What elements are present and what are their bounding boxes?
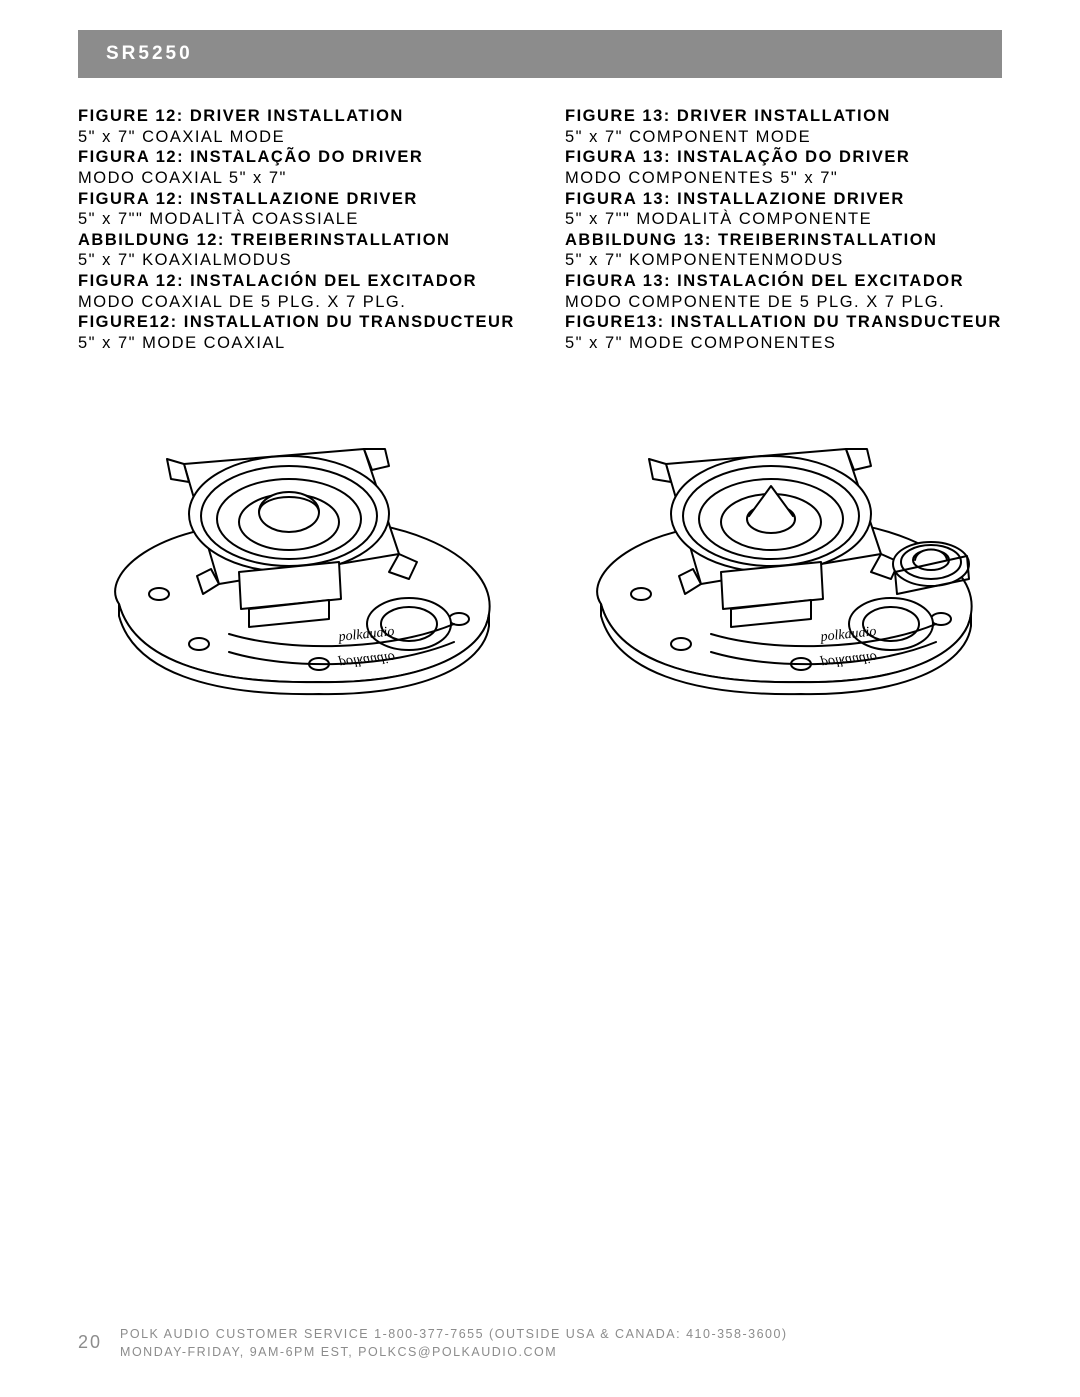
footer-line2: MONDAY-FRIDAY, 9AM-6PM EST, POLKCS@POLKA… (120, 1343, 788, 1361)
caption-plain: 5" x 7"" MODALITÀ COMPONENTE (565, 209, 1002, 230)
caption-plain: 5" x 7" MODE COMPONENTES (565, 333, 1002, 354)
header-title: SR5250 (106, 43, 193, 65)
caption-bold: FIGURE 13: DRIVER INSTALLATION (565, 106, 1002, 127)
caption-bold: FIGURA 12: INSTALAÇÃO DO DRIVER (78, 147, 515, 168)
caption-bold: FIGURA 13: INSTALAÇÃO DO DRIVER (565, 147, 1002, 168)
caption-bold: FIGURA 12: INSTALACIÓN DEL EXCITADOR (78, 271, 515, 292)
page-number: 20 (78, 1332, 102, 1353)
figure-12: polkaudio polkaudio (78, 404, 520, 704)
caption-bold: FIGURA 13: INSTALACIÓN DEL EXCITADOR (565, 271, 1002, 292)
footer-text: POLK AUDIO CUSTOMER SERVICE 1-800-377-76… (120, 1325, 788, 1361)
caption-plain: 5" x 7"" MODALITÀ COASSIALE (78, 209, 515, 230)
caption-plain: MODO COAXIAL 5" x 7" (78, 168, 515, 189)
caption-plain: 5" x 7" COMPONENT MODE (565, 127, 1002, 148)
figure-13: polkaudio polkaudio (560, 404, 1002, 704)
caption-bold: ABBILDUNG 13: TREIBERINSTALLATION (565, 230, 1002, 251)
caption-bold: FIGURE13: INSTALLATION DU TRANSDUCTEUR (565, 312, 1002, 333)
caption-bold: ABBILDUNG 12: TREIBERINSTALLATION (78, 230, 515, 251)
caption-plain: MODO COMPONENTES 5" x 7" (565, 168, 1002, 189)
footer-line1: POLK AUDIO CUSTOMER SERVICE 1-800-377-76… (120, 1325, 788, 1343)
speaker-coaxial-icon: polkaudio polkaudio (89, 404, 509, 704)
right-column: FIGURE 13: DRIVER INSTALLATION 5" x 7" C… (565, 106, 1002, 354)
left-column: FIGURE 12: DRIVER INSTALLATION 5" x 7" C… (78, 106, 515, 354)
caption-plain: 5" x 7" KOAXIALMODUS (78, 250, 515, 271)
caption-plain: MODO COMPONENTE DE 5 PLG. X 7 PLG. (565, 292, 1002, 313)
header-bar: SR5250 (78, 30, 1002, 78)
caption-bold: FIGURE12: INSTALLATION DU TRANSDUCTEUR (78, 312, 515, 333)
caption-plain: 5" x 7" COAXIAL MODE (78, 127, 515, 148)
caption-plain: 5" x 7" KOMPONENTENMODUS (565, 250, 1002, 271)
caption-bold: FIGURE 12: DRIVER INSTALLATION (78, 106, 515, 127)
footer: 20 POLK AUDIO CUSTOMER SERVICE 1-800-377… (78, 1325, 1002, 1361)
speaker-component-icon: polkaudio polkaudio (571, 404, 991, 704)
caption-bold: FIGURA 12: INSTALLAZIONE DRIVER (78, 189, 515, 210)
columns: FIGURE 12: DRIVER INSTALLATION 5" x 7" C… (78, 106, 1002, 354)
page: SR5250 FIGURE 12: DRIVER INSTALLATION 5"… (0, 0, 1080, 1397)
figures-row: polkaudio polkaudio (78, 404, 1002, 704)
caption-plain: MODO COAXIAL DE 5 PLG. X 7 PLG. (78, 292, 515, 313)
caption-plain: 5" x 7" MODE COAXIAL (78, 333, 515, 354)
caption-bold: FIGURA 13: INSTALLAZIONE DRIVER (565, 189, 1002, 210)
